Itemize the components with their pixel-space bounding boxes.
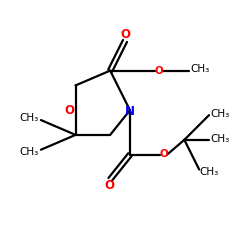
Text: N: N (125, 105, 135, 118)
Text: O: O (104, 179, 114, 192)
Text: CH₃: CH₃ (199, 167, 218, 177)
Text: CH₃: CH₃ (210, 109, 230, 119)
Text: CH₃: CH₃ (20, 113, 39, 123)
Text: CH₃: CH₃ (210, 134, 230, 144)
Text: CH₃: CH₃ (191, 64, 210, 74)
Text: O: O (155, 66, 164, 76)
Text: O: O (64, 104, 74, 117)
Text: CH₃: CH₃ (20, 147, 39, 157)
Text: O: O (120, 28, 130, 41)
Text: O: O (160, 149, 168, 159)
